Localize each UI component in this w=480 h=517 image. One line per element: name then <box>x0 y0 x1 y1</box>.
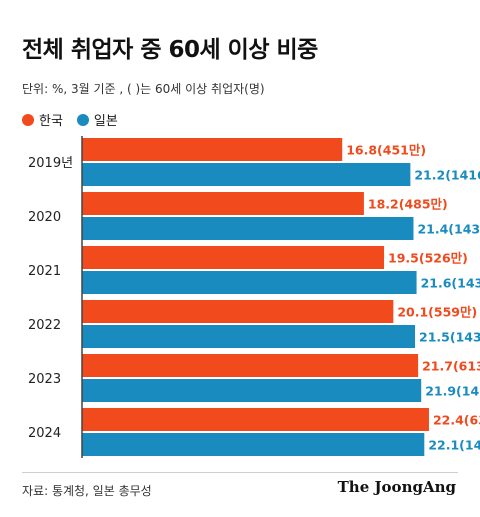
bar-japan <box>82 217 414 240</box>
data-label-korea: 22.4(637만) <box>433 413 480 428</box>
brand-logo: The JoongAng <box>337 478 456 496</box>
data-label-japan: 22.1(1488만) <box>428 438 480 453</box>
data-label-japan: 21.4(1437만) <box>417 222 480 237</box>
category-label: 2023 <box>28 372 61 387</box>
bar-korea <box>82 192 364 215</box>
chart-title: 전체 취업자 중 60세 이상 비중 <box>22 37 318 63</box>
category-label: 2020 <box>28 210 61 225</box>
bar-japan <box>82 325 416 348</box>
bar-japan <box>82 163 411 186</box>
bar-japan <box>82 379 422 402</box>
footer-divider <box>22 472 458 473</box>
legend-label-korea: 한국 <box>39 114 63 129</box>
bar-korea <box>82 408 429 431</box>
category-label: 2024 <box>28 426 61 441</box>
legend: 한국 일본 <box>22 110 132 129</box>
legend-item-japan: 일본 <box>76 110 118 129</box>
data-label-korea: 19.5(526만) <box>388 251 468 266</box>
chart-subtitle: 단위: %, 3월 기준 , ( )는 60세 이상 취업자(명) <box>22 82 265 96</box>
data-label-japan: 21.9(1467만) <box>425 384 480 399</box>
bar-korea <box>82 300 394 323</box>
bar-japan <box>82 433 425 456</box>
legend-item-korea: 한국 <box>22 110 63 129</box>
legend-dot-japan-icon <box>76 113 89 126</box>
bar-japan <box>82 271 417 294</box>
category-label: 2021 <box>28 264 61 279</box>
legend-dot-korea-icon <box>22 113 34 126</box>
data-label-korea: 18.2(485만) <box>368 197 448 212</box>
bar-korea <box>82 138 343 161</box>
legend-label-japan: 일본 <box>93 114 118 129</box>
category-label: 2022 <box>28 318 61 333</box>
bar-korea <box>82 354 419 377</box>
source-note: 자료: 통계청, 일본 총무성 <box>22 484 152 498</box>
data-label-korea: 21.7(613만) <box>422 359 480 374</box>
data-label-japan: 21.2(1416만) <box>414 168 480 183</box>
data-label-korea: 20.1(559만) <box>397 305 477 320</box>
data-label-japan: 21.5(1438만) <box>419 330 480 345</box>
bar-korea <box>82 246 385 269</box>
data-label-japan: 21.6(1439만) <box>421 276 480 291</box>
category-label: 2019년 <box>28 156 73 171</box>
data-label-korea: 16.8(451만) <box>346 143 426 158</box>
